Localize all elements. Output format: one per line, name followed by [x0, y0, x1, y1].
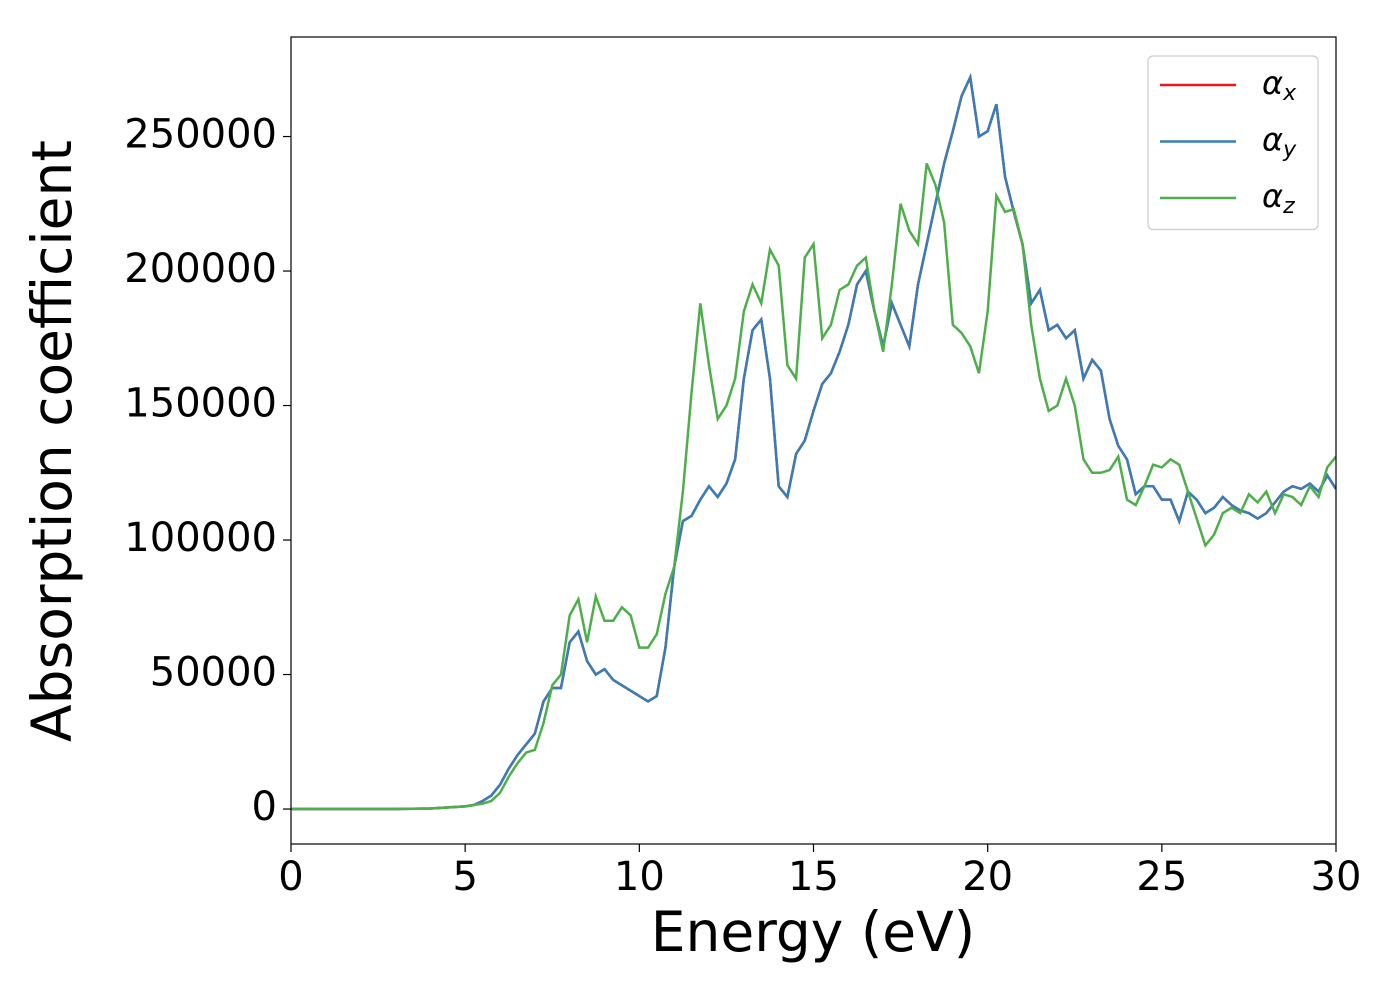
- y-tick-label: 250000: [124, 112, 277, 158]
- plot-frame: [290, 36, 1337, 845]
- x-tick-label: 25: [1136, 854, 1187, 900]
- y-tick-label: 200000: [124, 246, 277, 292]
- x-tick-label: 0: [278, 854, 303, 900]
- x-tick-label: 30: [1311, 854, 1362, 900]
- legend-label: αx: [1262, 64, 1297, 106]
- y-axis-label: Absorption coefficient: [20, 140, 84, 742]
- x-axis-label: Energy (eV): [651, 900, 975, 964]
- y-tick-label: 100000: [124, 515, 277, 561]
- x-tick-label: 10: [614, 854, 665, 900]
- legend-label: αy: [1262, 121, 1297, 163]
- y-tick-label: 0: [252, 784, 277, 830]
- y-tick-label: 150000: [124, 381, 277, 427]
- x-tick-label: 5: [452, 854, 477, 900]
- x-tick-label: 15: [788, 854, 839, 900]
- x-tick-label: 20: [962, 854, 1013, 900]
- y-tick-label: 50000: [150, 650, 277, 696]
- series-line: [291, 162, 1336, 811]
